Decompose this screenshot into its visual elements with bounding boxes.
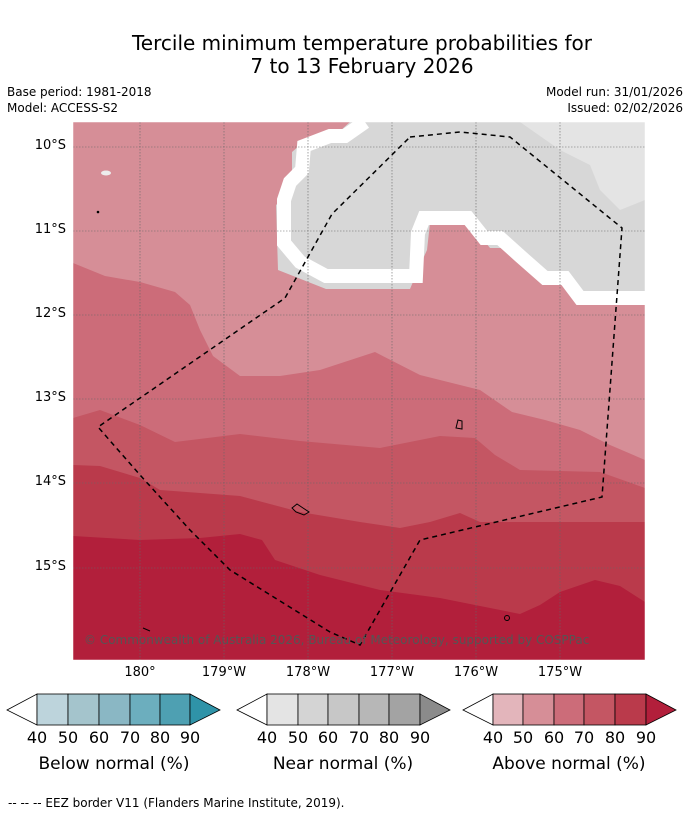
near-normal-left-arrow xyxy=(236,693,268,726)
below-normal-left-arrow xyxy=(6,693,38,726)
lat-label-13s: 13°S xyxy=(34,390,66,405)
title-line-1: Tercile minimum temperature probabilitie… xyxy=(131,31,593,55)
map-fill xyxy=(73,122,645,660)
lon-label-175w: 175°W xyxy=(537,665,583,680)
above-normal-label: Above normal (%) xyxy=(492,754,646,774)
near-60-swatch xyxy=(327,693,360,726)
near-40-swatch xyxy=(266,693,299,726)
island-northeast xyxy=(455,419,463,430)
lat-label-14s: 14°S xyxy=(34,474,66,489)
islands xyxy=(96,210,510,632)
model-name: Model: ACCESS-S2 xyxy=(7,101,119,115)
near-tick-90: 90 xyxy=(409,728,431,747)
colorbars xyxy=(6,693,677,726)
near-tick-50: 50 xyxy=(287,728,309,747)
below-tick-60: 60 xyxy=(88,728,110,747)
issued-date: Issued: 02/02/2026 xyxy=(567,101,683,115)
above-tick-80: 80 xyxy=(604,728,626,747)
below-90-arrow xyxy=(189,693,221,726)
eez-border xyxy=(96,131,623,646)
near-tick-70: 70 xyxy=(348,728,370,747)
above-tick-70: 70 xyxy=(573,728,595,747)
above-80-swatch xyxy=(614,693,647,726)
island-central xyxy=(291,503,310,516)
above-70-swatch xyxy=(583,693,616,726)
island-southwest xyxy=(142,627,151,632)
lon-label-178w: 178°W xyxy=(285,665,331,680)
below-70-swatch xyxy=(129,693,161,726)
above-90-arrow xyxy=(645,693,677,726)
lon-label-176w: 176°W xyxy=(453,665,499,680)
near-70-swatch xyxy=(358,693,390,726)
above-40-swatch xyxy=(492,693,524,726)
lat-label-12s: 12°S xyxy=(34,306,66,321)
lat-label-11s: 11°S xyxy=(34,222,66,237)
lat-label-15s: 15°S xyxy=(34,559,66,574)
base-period: Base period: 1981-2018 xyxy=(7,85,152,99)
near-50-swatch xyxy=(297,693,329,726)
below-normal-label: Below normal (%) xyxy=(38,754,190,774)
above-normal-left-arrow xyxy=(462,693,494,726)
map-frame xyxy=(72,121,646,661)
above-50-swatch xyxy=(522,693,555,726)
island-dot-west xyxy=(96,210,100,214)
below-50-swatch xyxy=(67,693,100,726)
island-south xyxy=(504,615,510,621)
near-normal-light-region xyxy=(520,122,645,210)
near-normal-label: Near normal (%) xyxy=(272,754,414,774)
below-tick-40: 40 xyxy=(26,728,48,747)
above-tick-50: 50 xyxy=(512,728,534,747)
below-40-swatch xyxy=(36,693,69,726)
title-line-2: 7 to 13 February 2026 xyxy=(250,54,474,78)
below-tick-90: 90 xyxy=(179,728,201,747)
lon-label-180: 180° xyxy=(124,665,156,680)
below-tick-70: 70 xyxy=(119,728,141,747)
above-90-region xyxy=(73,534,645,660)
below-tick-50: 50 xyxy=(57,728,79,747)
eez-footnote: -- -- -- EEZ border V11 (Flanders Marine… xyxy=(8,796,345,810)
gridlines xyxy=(73,122,645,660)
below-80-swatch xyxy=(159,693,191,726)
above-tick-40: 40 xyxy=(482,728,504,747)
near-tick-80: 80 xyxy=(378,728,400,747)
near-tick-60: 60 xyxy=(317,728,339,747)
above-60-swatch xyxy=(553,693,585,726)
near-90-arrow xyxy=(419,693,451,726)
above-tick-60: 60 xyxy=(543,728,565,747)
island-marker-west xyxy=(101,170,111,176)
white-boundary xyxy=(277,122,645,305)
lat-label-10s: 10°S xyxy=(34,138,66,153)
near-80-swatch xyxy=(388,693,421,726)
lon-label-179w: 179°W xyxy=(201,665,247,680)
lon-label-177w: 177°W xyxy=(369,665,415,680)
near-tick-40: 40 xyxy=(256,728,278,747)
below-tick-80: 80 xyxy=(149,728,171,747)
copyright-credit: © Commonwealth of Australia 2026, Bureau… xyxy=(84,633,590,647)
model-run: Model run: 31/01/2026 xyxy=(545,85,683,99)
below-60-swatch xyxy=(98,693,131,726)
above-tick-90: 90 xyxy=(635,728,657,747)
